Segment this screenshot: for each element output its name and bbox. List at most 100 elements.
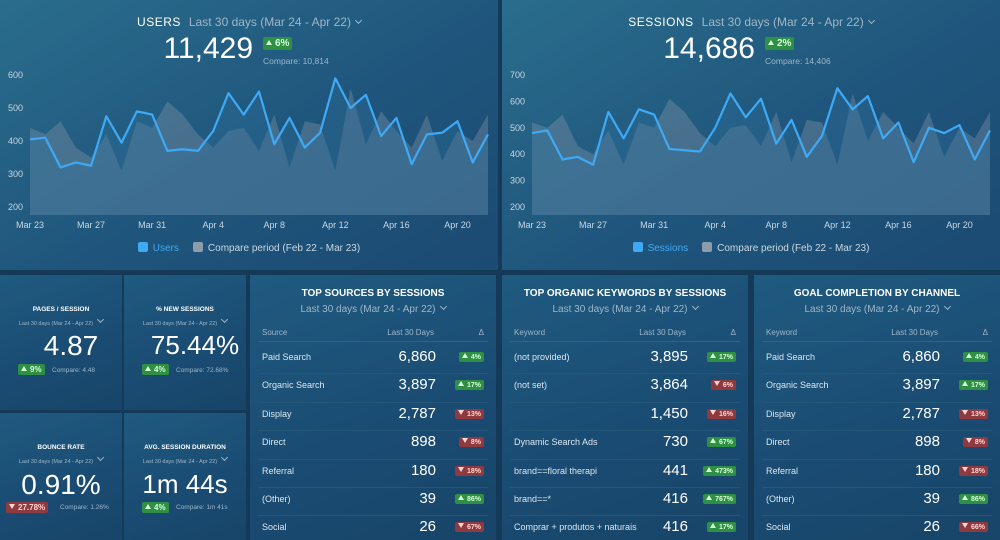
row-rule <box>258 487 488 488</box>
y-tick-label: 200 <box>8 202 23 212</box>
row-rule <box>258 373 488 375</box>
column-header: Last 30 Days <box>639 328 686 337</box>
series-line <box>531 87 991 166</box>
change-badge: 6% <box>263 37 293 50</box>
series-line <box>29 77 489 169</box>
metric-period[interactable]: Last 30 days (Mar 24 - Apr 22) <box>124 455 246 465</box>
header-rule <box>762 341 992 342</box>
period-selector[interactable]: Last 30 days (Mar 24 - Apr 22) <box>702 15 874 29</box>
legend-label: Sessions <box>647 243 689 254</box>
row-rule <box>510 430 740 432</box>
row-label: (not provided) <box>514 352 570 362</box>
table-title: TOP SOURCES BY SESSIONS <box>301 288 445 299</box>
compare-area <box>30 88 488 215</box>
row-rule <box>258 458 488 460</box>
metric-title: PAGES / SESSION <box>32 306 90 313</box>
metric-value: 1m 44s <box>142 469 228 499</box>
change-badge: 86% <box>454 494 484 504</box>
metric-title: BOUNCE RATE <box>37 444 85 451</box>
y-tick-label: 600 <box>8 70 23 80</box>
row-rule <box>762 458 992 460</box>
legend-item[interactable]: Compare period (Feb 22 - Mar 23) <box>702 242 869 254</box>
metric-value: 0.91% <box>21 469 101 500</box>
row-label: brand==floral therapi <box>514 465 598 476</box>
change-badge: 8% <box>458 437 484 448</box>
row-label: Social <box>766 522 791 533</box>
y-tick-label: 500 <box>8 103 23 113</box>
row-value: 730 <box>662 433 688 451</box>
row-label: (Other) <box>262 494 291 504</box>
row-value: 416 <box>662 518 688 536</box>
row-label: brand==* <box>514 494 552 504</box>
column-header: Δ <box>478 328 484 337</box>
row-value: 3,895 <box>650 348 688 365</box>
row-value: 1,450 <box>650 404 688 422</box>
x-tick-label: Mar 23 <box>16 220 44 230</box>
row-value: 441 <box>662 461 688 479</box>
row-value: 6,860 <box>902 348 940 365</box>
header-rule <box>258 341 488 342</box>
metric-period[interactable]: Last 30 days (Mar 24 - Apr 22) <box>0 455 122 465</box>
chart-header: USERS Last 30 days (Mar 24 - Apr 22) <box>0 13 498 31</box>
row-label: Display <box>262 408 292 419</box>
row-value: 3,897 <box>902 376 940 394</box>
chart-title: SESSIONS <box>628 15 694 29</box>
x-tick-label: Mar 31 <box>640 220 668 230</box>
x-tick-label: Apr 20 <box>946 220 973 230</box>
row-label: Organic Search <box>766 380 829 391</box>
change-badge: 9% <box>18 364 45 375</box>
y-tick-label: 400 <box>510 149 525 159</box>
metric-period[interactable]: Last 30 days (Mar 24 - Apr 22) <box>0 317 122 327</box>
row-label: Direct <box>766 437 790 448</box>
change-badge: 86% <box>958 494 988 504</box>
row-value: 898 <box>410 433 436 451</box>
row-rule <box>762 487 992 488</box>
table-card: TOP ORGANIC KEYWORDS BY SESSIONS Last 30 … <box>502 275 748 540</box>
change-badge: 17% <box>958 380 988 391</box>
change-badge: 18% <box>958 465 988 476</box>
legend-item[interactable]: Compare period (Feb 22 - Mar 23) <box>192 242 360 254</box>
change-badge: 4% <box>142 502 169 513</box>
metric-title: AVG. SESSION DURATION <box>144 444 226 451</box>
row-value: 3,897 <box>398 376 436 394</box>
x-tick-label: Mar 31 <box>138 220 166 230</box>
chart-header: SESSIONS Last 30 days (Mar 24 - Apr 22) <box>502 13 1000 31</box>
row-label: Social <box>262 522 287 533</box>
legend-item[interactable]: Sessions <box>632 242 689 254</box>
metric-title: % NEW SESSIONS <box>156 306 214 313</box>
column-header: Last 30 Days <box>891 328 938 337</box>
table-period[interactable]: Last 30 days (Mar 24 - Apr 22) <box>754 304 1000 315</box>
row-label: (not set) <box>514 380 548 391</box>
column-header: Source <box>262 328 288 337</box>
y-tick-label: 200 <box>510 202 525 212</box>
change-badge: 2% <box>765 37 795 50</box>
chart-panel: USERS Last 30 days (Mar 24 - Apr 22) 11,42… <box>0 0 498 270</box>
line-chart: 200 300 400 500 600 700 Mar 23 Mar 27 Mar 31 Apr … <box>510 70 991 230</box>
row-label: Dynamic Search Ads <box>514 437 598 448</box>
line-chart: 200 300 400 500 600 Mar 23 Mar 27 Mar 31 Apr 4 Ap… <box>8 70 489 230</box>
legend-item[interactable]: Users <box>137 242 179 254</box>
change-badge: 4% <box>962 352 988 362</box>
table-period[interactable]: Last 30 days (Mar 24 - Apr 22) <box>502 304 748 315</box>
table-period[interactable]: Last 30 days (Mar 24 - Apr 22) <box>250 304 496 315</box>
row-label: Direct <box>262 437 286 448</box>
chart-title: USERS <box>137 15 181 29</box>
row-rule <box>258 515 488 517</box>
change-badge: 27.78% <box>6 502 49 513</box>
row-rule <box>762 430 992 432</box>
compare-value: Compare: 14,406 <box>765 56 831 66</box>
y-tick-label: 700 <box>510 70 525 80</box>
row-value: 180 <box>914 461 940 479</box>
row-value: 2,787 <box>398 404 436 422</box>
period-selector[interactable]: Last 30 days (Mar 24 - Apr 22) <box>189 15 361 29</box>
row-label: Referral <box>766 465 799 476</box>
x-tick-label: Apr 8 <box>766 220 788 230</box>
table-title: TOP ORGANIC KEYWORDS BY SESSIONS <box>523 288 727 299</box>
metric-period[interactable]: Last 30 days (Mar 24 - Apr 22) <box>124 317 246 327</box>
change-badge: 8% <box>962 437 988 448</box>
row-rule <box>762 401 992 403</box>
area-fill <box>532 88 990 215</box>
x-tick-label: Mar 27 <box>77 220 105 230</box>
